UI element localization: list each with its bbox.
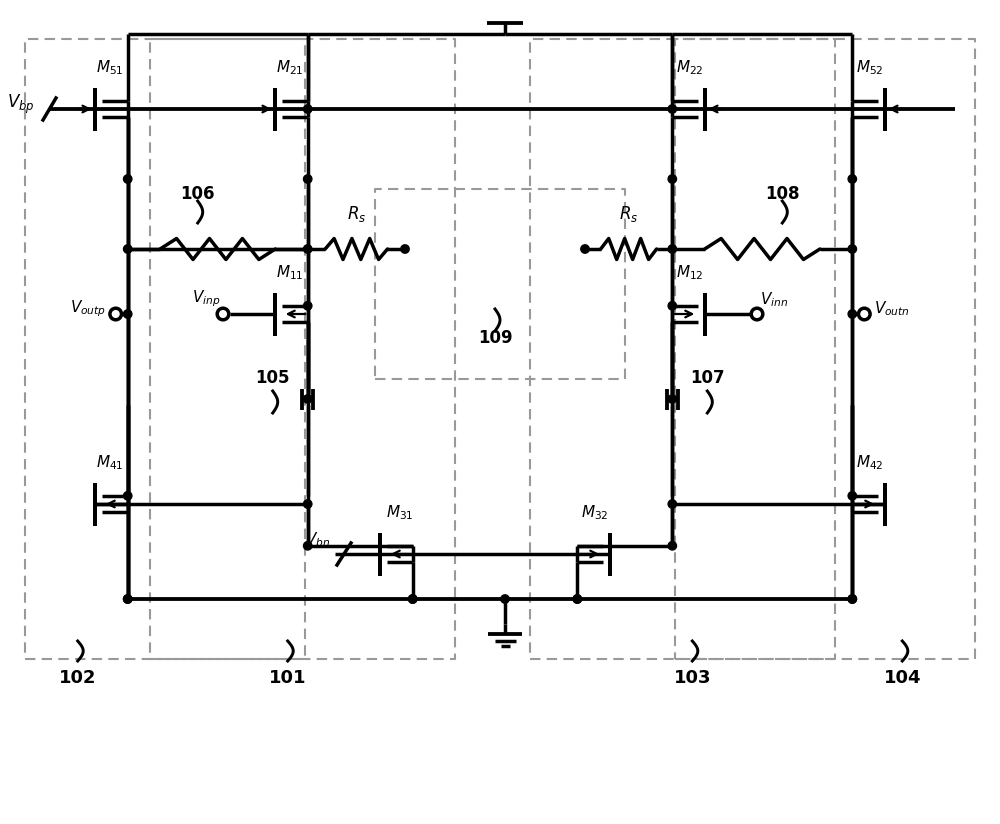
Text: 108: 108: [765, 185, 800, 203]
Circle shape: [668, 245, 677, 253]
Text: 104: 104: [884, 669, 921, 687]
Text: $\mathit{V}_{inn}$: $\mathit{V}_{inn}$: [760, 290, 788, 309]
Circle shape: [573, 595, 582, 603]
Circle shape: [304, 302, 312, 310]
Circle shape: [848, 595, 857, 603]
Circle shape: [848, 310, 857, 318]
Circle shape: [848, 175, 857, 183]
Text: 106: 106: [180, 185, 215, 203]
Circle shape: [668, 541, 677, 550]
Text: $\mathit{M}_{42}$: $\mathit{M}_{42}$: [856, 453, 884, 472]
Circle shape: [409, 595, 417, 603]
Text: $\mathit{V}_{bp}$: $\mathit{V}_{bp}$: [7, 92, 35, 115]
Circle shape: [501, 595, 509, 603]
Text: $\mathit{V}_{inp}$: $\mathit{V}_{inp}$: [192, 288, 220, 309]
Circle shape: [401, 245, 409, 253]
Text: 105: 105: [255, 369, 290, 387]
Circle shape: [668, 105, 677, 113]
Circle shape: [409, 595, 417, 603]
Text: 102: 102: [59, 669, 96, 687]
Circle shape: [581, 245, 589, 253]
Text: $\mathit{M}_{11}$: $\mathit{M}_{11}$: [276, 264, 304, 282]
Text: $\mathit{R}_s$: $\mathit{R}_s$: [619, 204, 638, 224]
Circle shape: [668, 500, 677, 508]
Text: $\mathit{V}_{bn}$: $\mathit{V}_{bn}$: [305, 531, 330, 549]
Circle shape: [304, 105, 312, 113]
Text: $\mathit{M}_{32}$: $\mathit{M}_{32}$: [581, 503, 609, 522]
Text: $\mathit{R}_s$: $\mathit{R}_s$: [347, 204, 366, 224]
Circle shape: [124, 595, 132, 603]
Circle shape: [124, 492, 132, 500]
Text: 101: 101: [269, 669, 306, 687]
Text: $\mathit{V}_{outp}$: $\mathit{V}_{outp}$: [70, 299, 106, 320]
Text: $\mathit{V}_{outn}$: $\mathit{V}_{outn}$: [874, 300, 910, 318]
Circle shape: [304, 500, 312, 508]
Circle shape: [668, 395, 677, 403]
Text: 103: 103: [674, 669, 711, 687]
Circle shape: [304, 541, 312, 550]
Circle shape: [573, 595, 582, 603]
Circle shape: [848, 595, 857, 603]
Text: $\mathit{M}_{41}$: $\mathit{M}_{41}$: [96, 453, 124, 472]
Circle shape: [124, 175, 132, 183]
Text: $\mathit{M}_{12}$: $\mathit{M}_{12}$: [676, 264, 704, 282]
Circle shape: [304, 245, 312, 253]
Text: $\mathit{M}_{22}$: $\mathit{M}_{22}$: [676, 59, 704, 77]
Circle shape: [848, 492, 857, 500]
Text: 109: 109: [478, 329, 512, 347]
Text: 107: 107: [690, 369, 725, 387]
Circle shape: [304, 175, 312, 183]
Text: $\mathit{M}_{52}$: $\mathit{M}_{52}$: [856, 59, 884, 77]
Text: $\mathit{M}_{31}$: $\mathit{M}_{31}$: [386, 503, 414, 522]
Text: $\mathit{M}_{21}$: $\mathit{M}_{21}$: [276, 59, 304, 77]
Circle shape: [848, 245, 857, 253]
Circle shape: [124, 310, 132, 318]
Circle shape: [668, 175, 677, 183]
Circle shape: [668, 302, 677, 310]
Circle shape: [124, 595, 132, 603]
Circle shape: [304, 395, 312, 403]
Text: $\mathit{M}_{51}$: $\mathit{M}_{51}$: [96, 59, 124, 77]
Circle shape: [124, 245, 132, 253]
